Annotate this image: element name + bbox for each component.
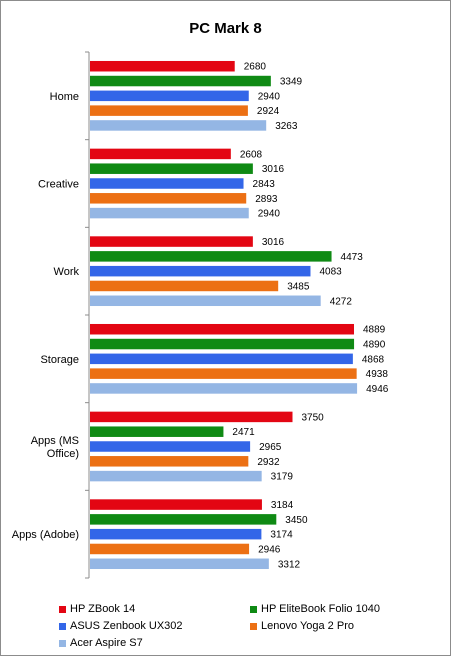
- bar: [90, 368, 357, 379]
- data-label: 3263: [275, 121, 298, 132]
- data-label: 4890: [363, 340, 386, 351]
- bar: [90, 207, 249, 219]
- data-label: 2932: [257, 457, 280, 468]
- bar: [90, 470, 262, 482]
- bar: [90, 353, 353, 365]
- bar: [90, 338, 355, 350]
- bar: [90, 441, 251, 452]
- bar: [90, 120, 267, 131]
- bar: [90, 426, 224, 437]
- bar: [90, 499, 262, 510]
- data-label: 4868: [362, 354, 385, 365]
- data-label: 3750: [302, 412, 325, 423]
- bar: [90, 383, 358, 394]
- chart-title: PC Mark 8: [189, 20, 262, 37]
- bar: [90, 251, 332, 262]
- bar: [90, 456, 249, 467]
- bar: [90, 75, 271, 87]
- data-label: 3179: [271, 472, 294, 483]
- data-label: 2965: [259, 442, 282, 453]
- data-label: 3485: [287, 281, 310, 292]
- bar: [90, 411, 293, 423]
- category-label: Creative: [38, 179, 79, 191]
- category-label: Apps (MS: [31, 435, 79, 447]
- bar: [90, 514, 277, 525]
- data-label: 4473: [341, 252, 364, 263]
- data-label: 3016: [262, 164, 285, 175]
- bar: [90, 558, 269, 570]
- data-label: 3016: [262, 237, 285, 248]
- bar: [90, 178, 244, 189]
- data-label: 2893: [255, 194, 278, 205]
- bar: [90, 323, 355, 335]
- bar: [90, 543, 250, 555]
- category-label: Home: [50, 91, 79, 103]
- bar: [90, 105, 248, 116]
- bar: [90, 265, 311, 277]
- data-label: 2940: [258, 91, 281, 102]
- data-label: 2843: [253, 179, 276, 190]
- bar: [90, 280, 279, 292]
- data-label: 2680: [244, 62, 267, 73]
- category-label: Work: [54, 266, 80, 278]
- data-label: 4889: [363, 325, 386, 336]
- data-label: 3174: [270, 530, 293, 541]
- data-label: 4946: [366, 384, 389, 395]
- bar: [90, 90, 249, 102]
- bar: [90, 295, 321, 307]
- data-label: 2924: [257, 106, 280, 117]
- data-label: 4083: [319, 267, 342, 278]
- bar: [90, 528, 262, 540]
- data-label: 4938: [366, 369, 389, 380]
- data-label: 2471: [232, 427, 255, 438]
- data-label: 2946: [258, 544, 281, 555]
- category-label: Office): [47, 448, 79, 460]
- data-label: 2940: [258, 209, 281, 220]
- data-label: 2608: [240, 149, 263, 160]
- data-label: 3349: [280, 77, 303, 88]
- bar: [90, 60, 235, 72]
- data-label: 3450: [285, 515, 308, 526]
- bar: [90, 163, 253, 174]
- data-label: 3312: [278, 559, 301, 570]
- category-label: Storage: [40, 354, 79, 366]
- bar: [90, 236, 253, 247]
- bar: [90, 193, 247, 204]
- category-label: Apps (Adobe): [12, 529, 79, 541]
- data-label: 4272: [330, 296, 353, 307]
- data-label: 3184: [271, 500, 294, 511]
- bar: [90, 148, 231, 160]
